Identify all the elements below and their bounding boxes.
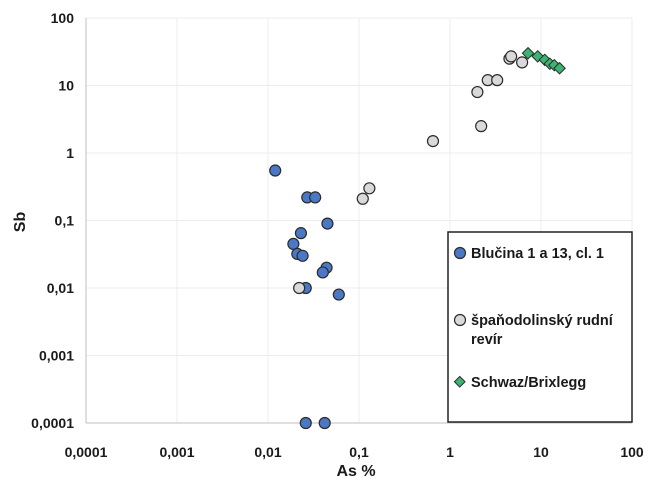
x-tick-label: 100 bbox=[620, 444, 644, 460]
data-point-circle bbox=[296, 249, 309, 262]
data-point-diamond bbox=[521, 46, 535, 60]
y-tick-label: 0,01 bbox=[47, 280, 74, 296]
y-tick-label: 0,1 bbox=[55, 213, 75, 229]
x-tick-label: 10 bbox=[533, 444, 549, 460]
data-point-diamond bbox=[553, 61, 566, 75]
data-point-circle bbox=[491, 74, 504, 87]
axes bbox=[85, 18, 632, 424]
x-tick-label: 0,0001 bbox=[65, 444, 108, 460]
data-point-circle bbox=[363, 182, 376, 195]
y-tick-label: 1 bbox=[66, 145, 74, 161]
data-point-circle bbox=[318, 416, 331, 430]
data-point-circle bbox=[293, 281, 306, 295]
data-point-circle bbox=[505, 50, 518, 63]
data-point-circle bbox=[321, 217, 334, 230]
y-tick-label: 0,0001 bbox=[31, 415, 74, 431]
data-point-circle bbox=[332, 288, 345, 301]
series-0 bbox=[269, 164, 345, 430]
legend-marker-schwaz bbox=[453, 375, 466, 388]
x-tick-label: 0,01 bbox=[254, 444, 281, 460]
legend-box bbox=[447, 231, 633, 423]
data-point-circle bbox=[316, 266, 329, 279]
data-points bbox=[269, 46, 566, 430]
data-point-circle bbox=[475, 120, 488, 133]
legend: Blučina 1 a 13, cl. 1 špaňodolinský rudn… bbox=[447, 231, 633, 423]
series-1 bbox=[293, 50, 529, 295]
data-point-circle bbox=[516, 56, 529, 69]
x-tick-label: 0,001 bbox=[159, 444, 194, 460]
data-point-circle bbox=[471, 85, 484, 99]
y-tick-label: 0,001 bbox=[39, 348, 74, 364]
data-point-circle bbox=[356, 192, 369, 205]
y-tick-label: 100 bbox=[51, 10, 75, 26]
data-point-circle bbox=[426, 135, 440, 148]
data-point-circle bbox=[294, 227, 308, 240]
legend-label-spanodolinsky-line1: špaňodolinský rudní bbox=[471, 313, 614, 329]
data-point-circle bbox=[299, 416, 312, 430]
data-point-circle bbox=[269, 164, 282, 177]
x-tick-label: 0,1 bbox=[349, 444, 369, 460]
data-point-circle bbox=[309, 191, 322, 204]
y-tick-label: 10 bbox=[58, 78, 74, 94]
data-point-circle bbox=[287, 237, 300, 251]
legend-marker-blucina bbox=[453, 246, 467, 260]
y-tick-labels: 0,0001 0,001 0,01 0,1 1 10 100 bbox=[31, 10, 74, 431]
legend-marker-spanodolinsky bbox=[453, 313, 467, 327]
series-2 bbox=[521, 46, 566, 75]
x-axis-title: As % bbox=[336, 463, 375, 480]
legend-label-spanodolinsky: špaňodolinský rudní revír bbox=[471, 313, 617, 348]
x-tick-labels: 0,0001 0,001 0,01 0,1 1 10 100 bbox=[65, 444, 644, 460]
x-tick-label: 1 bbox=[446, 444, 454, 460]
grid-lines bbox=[86, 17, 633, 423]
legend-label-schwaz: Schwaz/Brixlegg bbox=[471, 375, 586, 391]
legend-label-spanodolinsky-line2: revír bbox=[471, 332, 503, 348]
legend-label-blucina: Blučina 1 a 13, cl. 1 bbox=[471, 246, 604, 262]
y-axis-title: Sb bbox=[12, 212, 29, 233]
